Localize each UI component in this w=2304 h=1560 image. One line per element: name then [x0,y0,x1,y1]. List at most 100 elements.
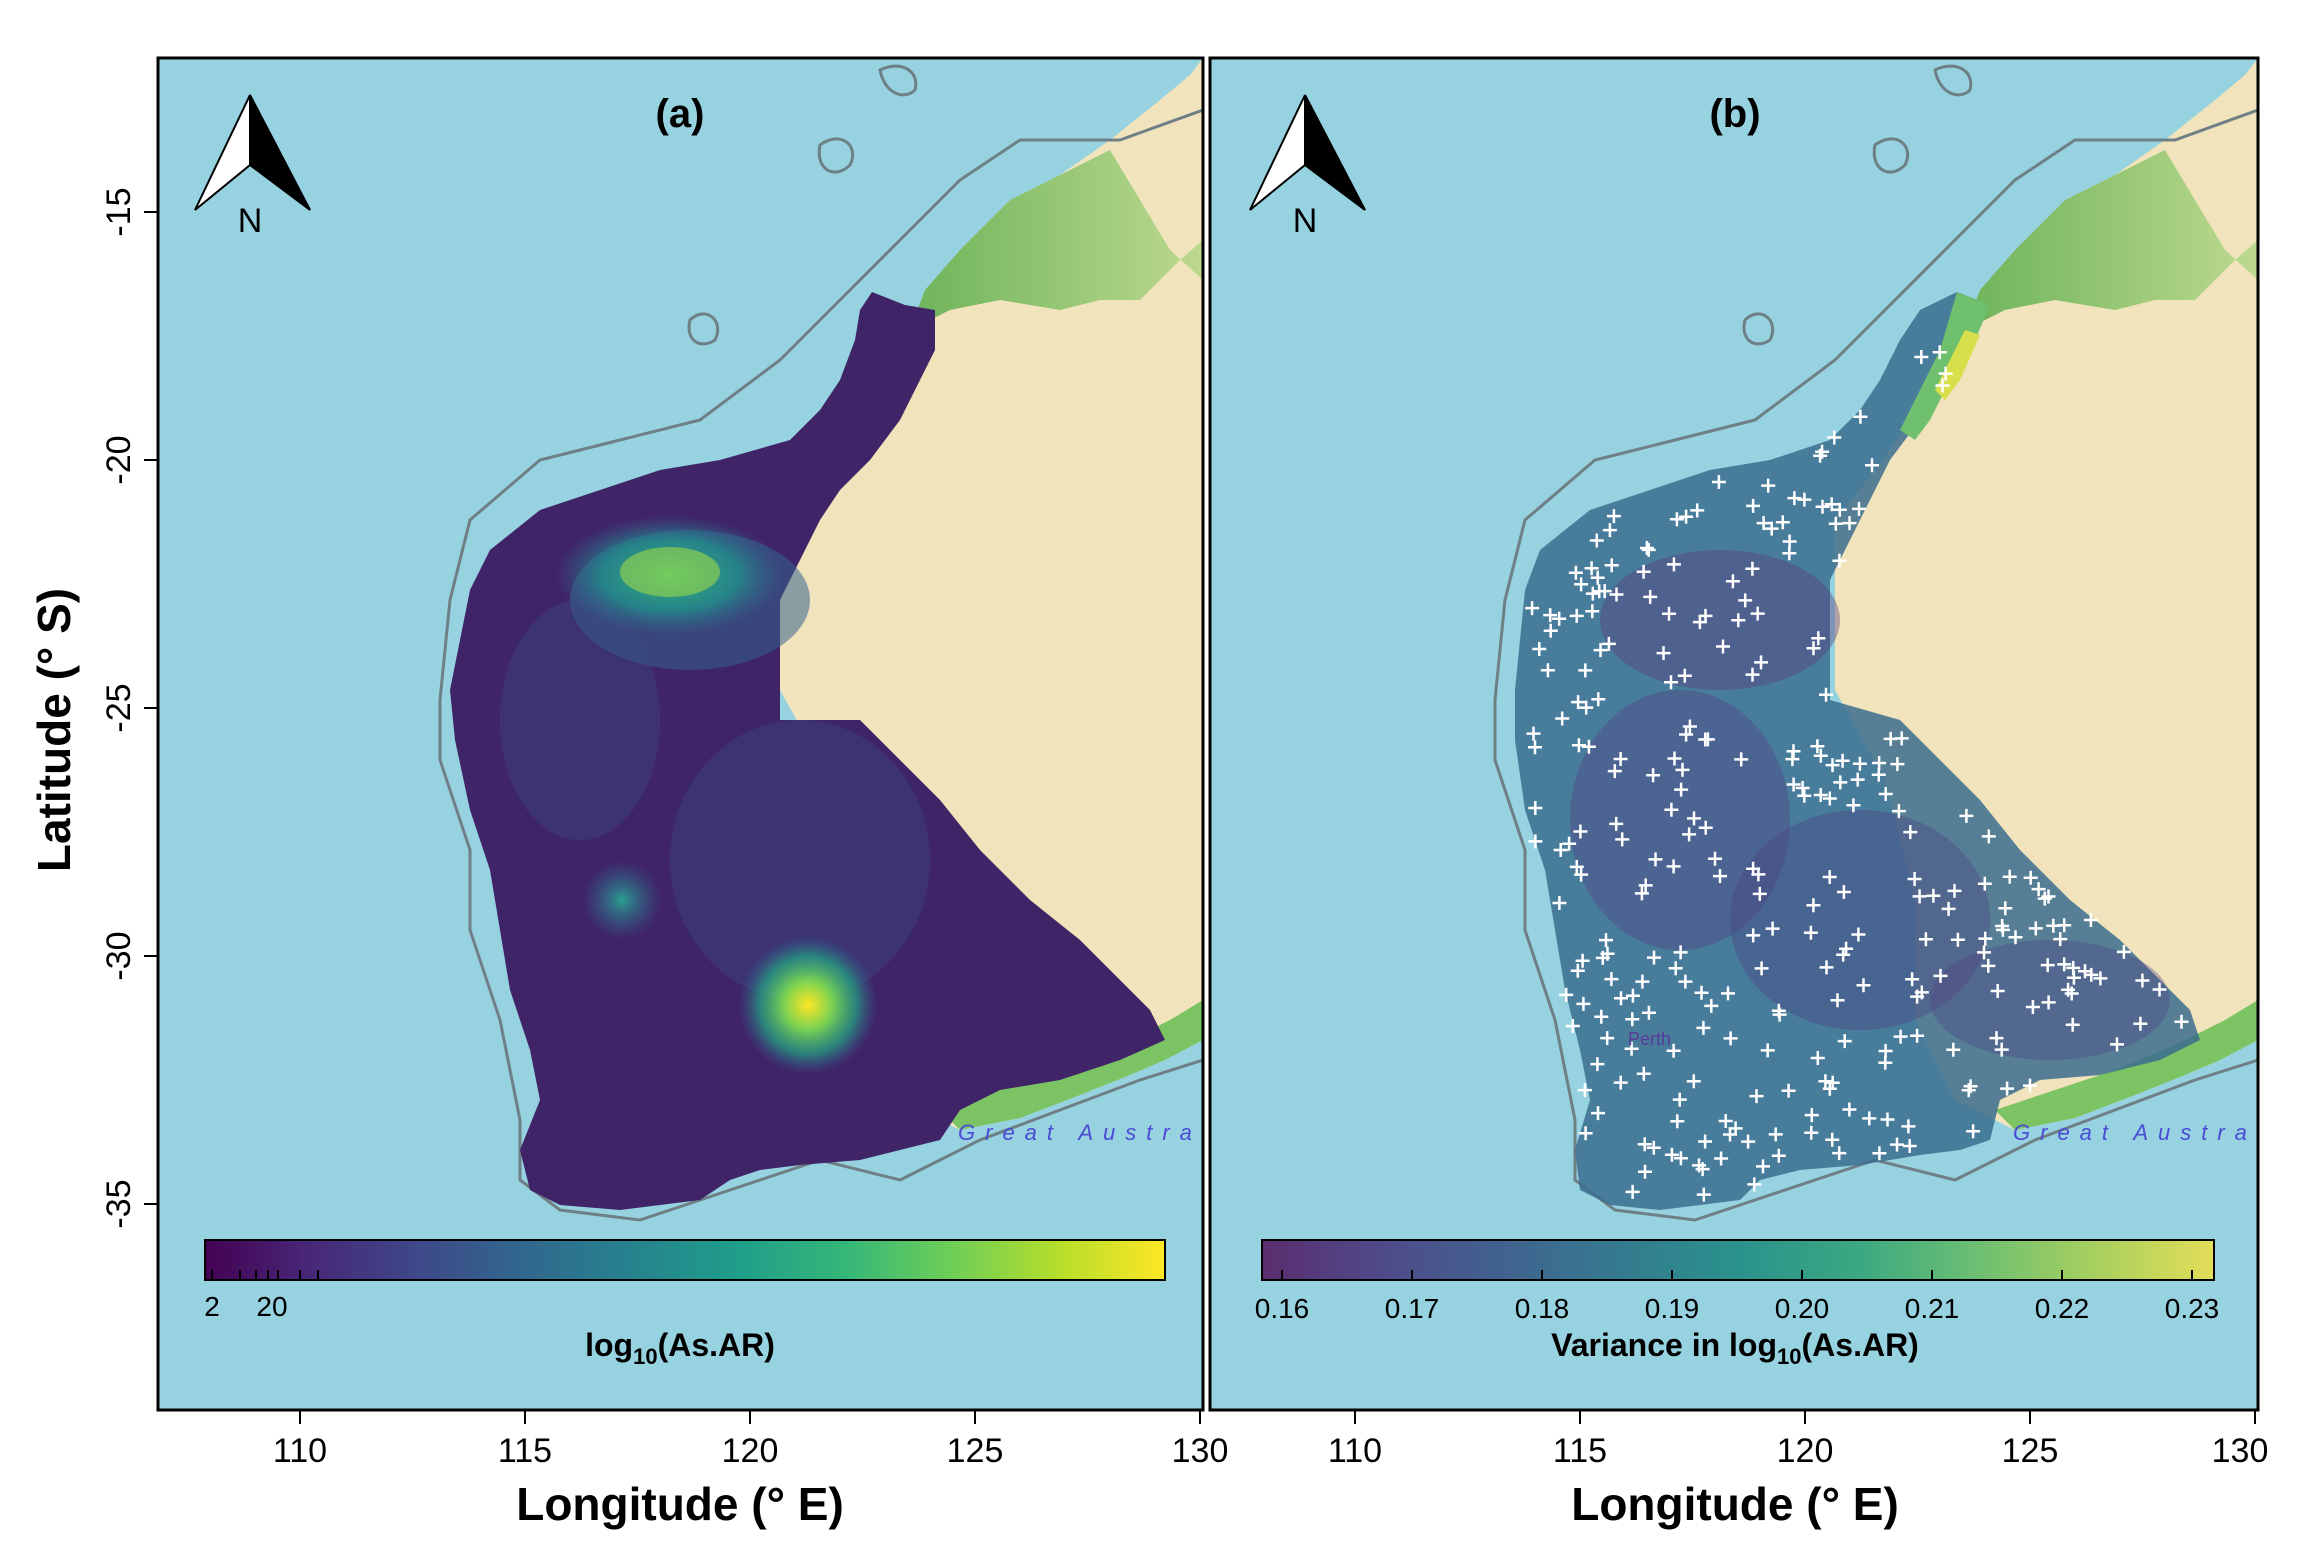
sample-site-marker [1824,497,1839,512]
sample-site-marker [1666,557,1681,572]
sample-site-marker [1806,898,1821,913]
sample-site-marker [1811,631,1826,646]
sample-site-marker [2066,960,2081,975]
sample-site-marker [2116,944,2131,959]
sample-site-marker [1613,752,1628,766]
sample-site-marker [1961,1083,1976,1098]
sample-site-marker [1604,558,1619,573]
panel-b: Perth Great Austra N (b) 0.16 0.17 0.18 … [1208,56,2268,1530]
sample-site-marker [1745,561,1760,576]
north-label: N [238,202,263,240]
sample-site-marker [1600,946,1615,961]
sample-site-marker [2135,973,2150,988]
sample-site-marker [1978,931,1993,946]
sample-site-marker [1741,1134,1756,1149]
sample-site-marker [1668,961,1683,976]
sample-site-marker [2025,1000,2040,1014]
sample-site-marker [1568,565,1583,580]
sample-site-marker [1581,739,1596,754]
panel-frame [1208,56,2260,1412]
sample-site-marker [2057,918,2072,933]
sample-site-marker [1786,744,1801,759]
sample-site-marker [1775,515,1790,530]
panel-title: (a) [656,92,705,136]
sample-site-marker [1615,832,1630,847]
sample-site-marker [1666,1043,1681,1058]
sample-site-marker [1754,655,1768,670]
sample-site-marker [1856,978,1871,993]
continental-shelf-outline [1493,108,2258,1222]
sample-site-marker [1666,859,1681,874]
sample-site-marker [1565,1019,1580,1033]
sample-site-marker [1822,870,1837,884]
sample-site-marker [1813,448,1828,463]
sample-site-marker [2065,1017,2080,1032]
colorbar-label: 2 [204,1291,220,1322]
sample-site-marker [1662,606,1676,621]
sample-site-marker [1825,1132,1840,1147]
sample-site-marker [1832,1146,1847,1161]
sample-site-marker [2000,1081,2015,1096]
sample-site-marker [1932,345,1947,360]
sample-site-marker [1771,1003,1786,1018]
sample-site-marker [1678,974,1693,989]
sample-site-marker [2031,882,2046,897]
sample-site-marker [1698,608,1713,623]
sample-site-marker [1543,608,1558,623]
sample-site-marker [1625,1012,1640,1027]
y-tick-label: -25 [100,683,138,732]
sample-site-marker [1591,692,1606,707]
sample-site-marker [1938,366,1953,381]
sample-site-marker [1647,950,1661,965]
colorbar-ramp [1261,1239,2215,1281]
sample-site-marker [1672,1092,1687,1107]
city-label: Perth [1628,1029,1671,1049]
y-axis-ticks: -15 -20 -25 -30 -35 [100,187,158,1229]
sample-site-marker [1914,985,1929,1000]
sample-site-marker [1664,1147,1679,1162]
sample-site-marker [1797,788,1812,803]
sample-site-marker [1528,834,1543,849]
sample-site-marker [1637,1137,1652,1152]
sample-site-marker [1803,925,1818,940]
sample-site-marker [1696,1020,1711,1035]
north-label: N [1293,202,1318,240]
sample-site-marker [1540,663,1555,678]
sample-site-marker [1690,503,1705,518]
sample-site-marker [1828,516,1843,531]
sample-site-marker [1990,984,2005,998]
sample-site-marker [1638,878,1653,893]
sample-site-marker [1664,802,1679,817]
sample-site-marker [1698,820,1713,835]
colorbar: 0.16 0.17 0.18 0.19 0.20 0.21 0.22 0.23 … [1255,1239,2219,1369]
sample-site-marker [1606,509,1621,524]
sample-site-marker [1673,945,1688,960]
x-tick-label: 120 [1777,1432,1834,1470]
sample-site-marker [1696,1187,1711,1202]
sample-site-marker [1912,889,1927,904]
x-tick-label: 110 [273,1432,327,1470]
north-arrow-icon: N [194,94,311,240]
sample-site-marker [1901,1119,1916,1134]
sample-site-marker [1656,646,1671,661]
sample-site-marker [1832,553,1847,568]
sample-site-marker [1994,1042,2009,1057]
colorbar-label: 20 [256,1291,287,1322]
sample-site-marker [1902,1139,1917,1153]
sample-site-marker [1905,972,1920,987]
sample-site-marker [1751,867,1766,882]
sample-site-marker [1819,960,1834,975]
sample-site-marker [1731,613,1746,628]
sample-site-marker [1746,928,1761,943]
y-tick-label: -30 [100,931,138,980]
sample-site-marker [1573,824,1588,839]
sample-site-marker [1998,901,2013,916]
sample-site-marker [1575,953,1590,968]
sample-site-marker [1646,768,1661,783]
sample-site-marker [2064,986,2079,1001]
sample-site-marker [1714,1151,1729,1166]
sample-site-marker [1679,509,1694,524]
sample-site-marker [2040,958,2055,973]
sample-site-marker [1578,663,1593,678]
sample-site-marker [1764,521,1779,536]
